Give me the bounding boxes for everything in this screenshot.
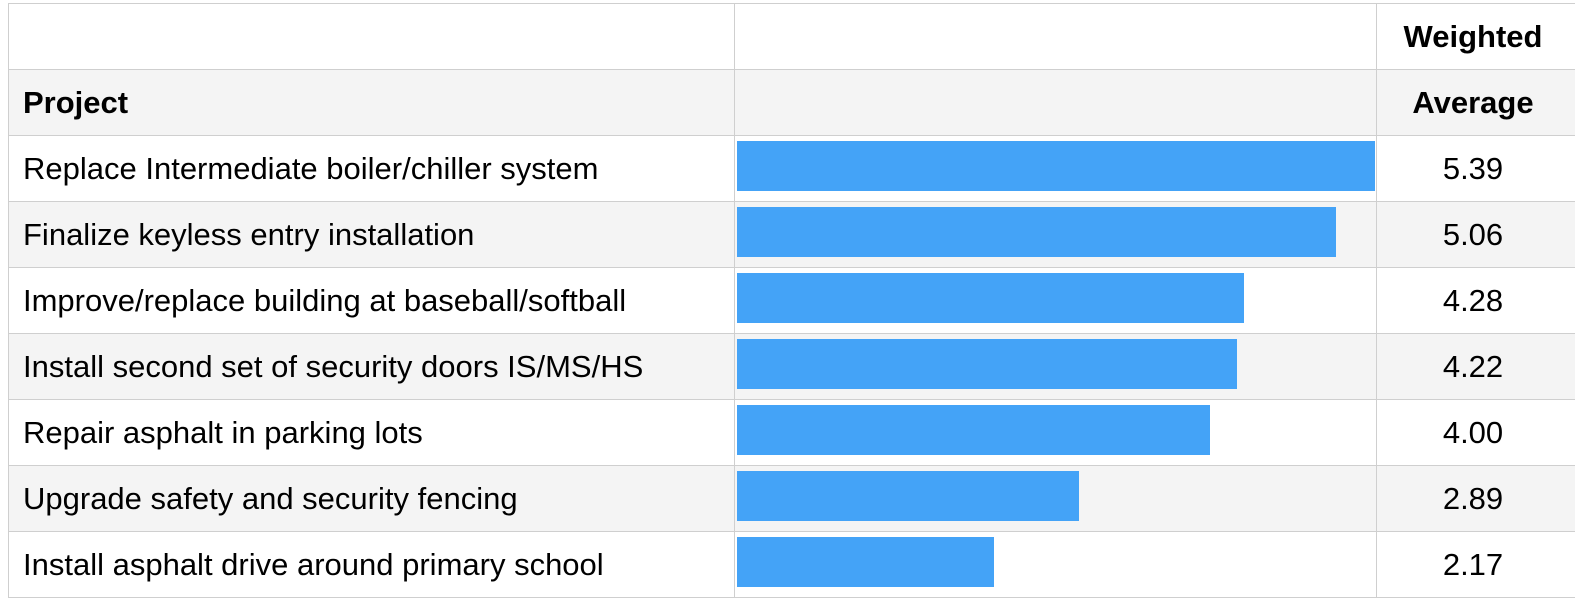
category-label: Install second set of security doors IS/… bbox=[8, 333, 735, 400]
bar bbox=[737, 273, 1244, 323]
weighted-average-table: Weighted Project Average Replace Interme… bbox=[8, 3, 1575, 598]
category-label: Upgrade safety and security fencing bbox=[8, 465, 735, 532]
bar bbox=[737, 207, 1336, 257]
header-bar-blank bbox=[734, 3, 1377, 70]
bar-cell bbox=[734, 399, 1377, 466]
category-label: Improve/replace building at baseball/sof… bbox=[8, 267, 735, 334]
bar bbox=[737, 141, 1375, 191]
bar-cell bbox=[734, 201, 1377, 268]
bar-cell bbox=[734, 333, 1377, 400]
bar-cell bbox=[734, 135, 1377, 202]
table-row: Replace Intermediate boiler/chiller syst… bbox=[8, 135, 1575, 202]
header-value-line1: Weighted bbox=[1376, 3, 1575, 70]
table-row: Upgrade safety and security fencing 2.89 bbox=[8, 465, 1575, 532]
bar bbox=[737, 537, 994, 587]
data-label: 2.89 bbox=[1376, 465, 1575, 532]
table-row: Install second set of security doors IS/… bbox=[8, 333, 1575, 400]
bar-cell bbox=[734, 531, 1377, 598]
table-row: Finalize keyless entry installation 5.06 bbox=[8, 201, 1575, 268]
bar bbox=[737, 471, 1079, 521]
category-label: Install asphalt drive around primary sch… bbox=[8, 531, 735, 598]
header-project: Project bbox=[8, 69, 735, 136]
data-label: 4.00 bbox=[1376, 399, 1575, 466]
data-label: 4.22 bbox=[1376, 333, 1575, 400]
table-row: Install asphalt drive around primary sch… bbox=[8, 531, 1575, 598]
header-bar-blank-2 bbox=[734, 69, 1377, 136]
table-row: Improve/replace building at baseball/sof… bbox=[8, 267, 1575, 334]
header-value-line2: Average bbox=[1376, 69, 1575, 136]
category-label: Finalize keyless entry installation bbox=[8, 201, 735, 268]
data-label: 5.39 bbox=[1376, 135, 1575, 202]
header-row-top: Weighted bbox=[8, 3, 1575, 70]
data-label: 4.28 bbox=[1376, 267, 1575, 334]
bar-cell bbox=[734, 465, 1377, 532]
bar-cell bbox=[734, 267, 1377, 334]
data-label: 2.17 bbox=[1376, 531, 1575, 598]
table-row: Repair asphalt in parking lots 4.00 bbox=[8, 399, 1575, 466]
bar bbox=[737, 339, 1237, 389]
category-label: Replace Intermediate boiler/chiller syst… bbox=[8, 135, 735, 202]
header-project-blank bbox=[8, 3, 735, 70]
data-label: 5.06 bbox=[1376, 201, 1575, 268]
header-row-bottom: Project Average bbox=[8, 69, 1575, 136]
category-label: Repair asphalt in parking lots bbox=[8, 399, 735, 466]
bar bbox=[737, 405, 1210, 455]
